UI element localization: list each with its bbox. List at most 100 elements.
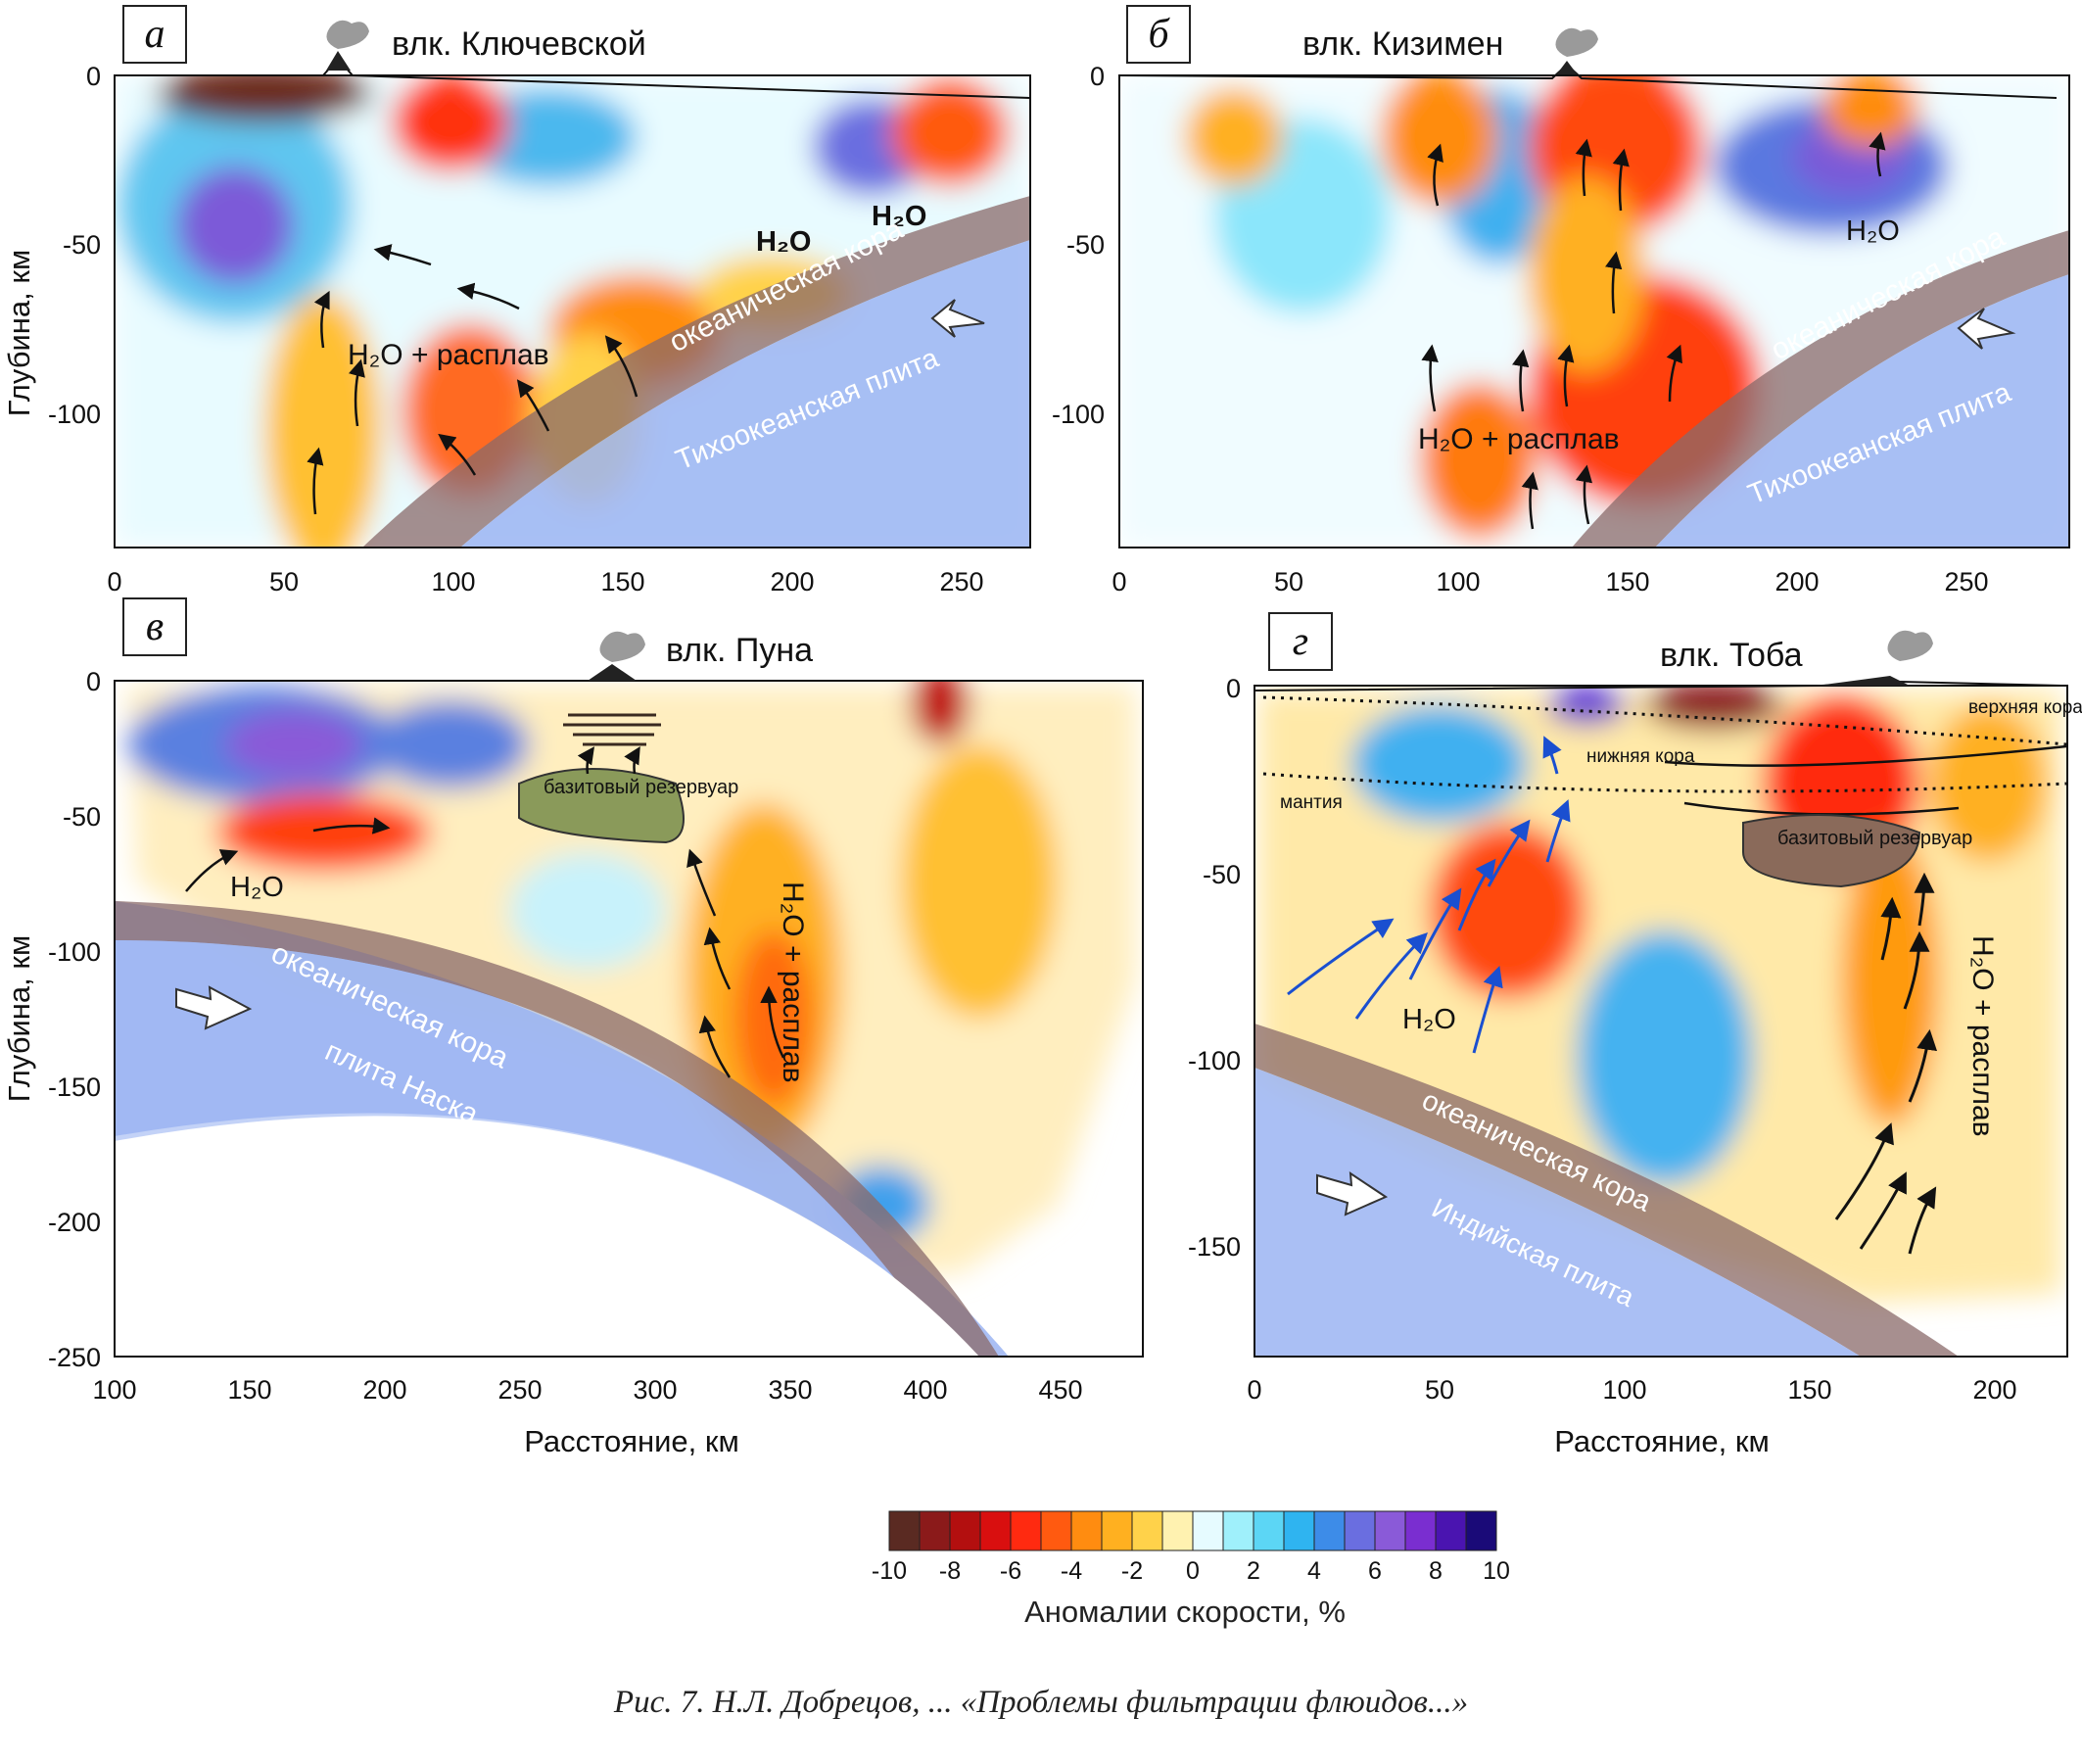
colorbar-swatch xyxy=(1070,1510,1103,1551)
y-ticks-d: 0 -50 -100 -150 xyxy=(1188,674,1241,1262)
label-melt: H₂O + расплав xyxy=(348,339,549,371)
colorbar-swatch xyxy=(1435,1510,1467,1551)
svg-text:50: 50 xyxy=(1425,1375,1454,1405)
svg-text:0: 0 xyxy=(1090,62,1105,91)
oceanic-crust-band xyxy=(1572,230,2069,548)
volcano-icon xyxy=(1555,61,1579,76)
y-ticks-c: 0 -50 -100 -150 -200 -250 xyxy=(48,667,101,1372)
colorbar-swatch xyxy=(1192,1510,1224,1551)
svg-text:-8: -8 xyxy=(939,1557,961,1585)
oceanic-crust-band xyxy=(115,901,999,1357)
svg-text:200: 200 xyxy=(1972,1375,2016,1405)
ash-cloud-icon xyxy=(326,20,369,49)
y-ticks-b: 0 -50 -100 xyxy=(1052,62,1105,429)
svg-text:150: 150 xyxy=(1787,1375,1831,1405)
magma-sills xyxy=(563,713,661,746)
pacific-plate xyxy=(460,240,1030,548)
colorbar-swatch xyxy=(1313,1510,1346,1551)
x-ticks-b: 0 50 100 150 200 250 xyxy=(1112,567,1988,596)
svg-text:-100: -100 xyxy=(48,937,101,967)
svg-text:-250: -250 xyxy=(48,1343,101,1372)
colorbar-swatch xyxy=(1374,1510,1406,1551)
svg-text:200: 200 xyxy=(1774,567,1819,596)
ash-cloud-icon xyxy=(1555,27,1598,57)
svg-text:300: 300 xyxy=(633,1375,677,1405)
colorbar-swatch xyxy=(1404,1510,1437,1551)
x-ticks-d: 0 50 100 150 200 xyxy=(1247,1375,2016,1405)
svg-text:200: 200 xyxy=(770,567,814,596)
svg-text:-150: -150 xyxy=(48,1073,101,1102)
volcano-name: влк. Тоба xyxy=(1660,637,1803,674)
x-ticks-a: 0 50 100 150 200 250 xyxy=(107,567,983,596)
figure-caption: Рис. 7. Н.Л. Добрецов, ... «Проблемы фил… xyxy=(613,1685,1469,1720)
svg-text:150: 150 xyxy=(600,567,644,596)
volcano-icon xyxy=(1817,676,1910,686)
svg-text:-50: -50 xyxy=(63,802,101,832)
svg-text:250: 250 xyxy=(1944,567,1988,596)
colorbar-ticks: -10 -8 -6 -4 -2 0 2 4 6 8 10 xyxy=(872,1557,1510,1585)
svg-text:-4: -4 xyxy=(1061,1557,1082,1585)
label-h2o: H₂O xyxy=(230,872,284,903)
svg-text:0: 0 xyxy=(1226,674,1241,703)
panel-c: базитовый резервуар H₂O H₂O + расплав ок… xyxy=(48,631,1144,1405)
colorbar-swatch xyxy=(1010,1510,1042,1551)
svg-text:350: 350 xyxy=(768,1375,812,1405)
colorbar-title: Аномалии скорости, % xyxy=(1024,1595,1346,1629)
y-axis-label: Глубина, км xyxy=(2,935,36,1103)
svg-text:-10: -10 xyxy=(872,1557,907,1585)
svg-text:-150: -150 xyxy=(1188,1232,1241,1262)
colorbar-swatch xyxy=(1344,1510,1376,1551)
colorbar-swatch xyxy=(1161,1510,1194,1551)
colorbar xyxy=(888,1510,1497,1551)
panel-b: H₂O H₂O + расплав океаническая кора Тихо… xyxy=(1052,25,2070,596)
label-reservoir: базитовый резервуар xyxy=(544,777,738,798)
volcano-name: влк. Ключевской xyxy=(392,25,646,63)
label-mantle: мантия xyxy=(1280,792,1343,813)
colorbar-swatch xyxy=(1222,1510,1254,1551)
svg-text:0: 0 xyxy=(1247,1375,1261,1405)
label-h2o: H₂O xyxy=(1846,215,1900,247)
svg-text:100: 100 xyxy=(1436,567,1480,596)
svg-text:-50: -50 xyxy=(1203,860,1241,889)
svg-text:0: 0 xyxy=(1112,567,1126,596)
ash-cloud-icon xyxy=(1887,630,1933,661)
svg-text:450: 450 xyxy=(1038,1375,1082,1405)
colorbar-swatch xyxy=(949,1510,981,1551)
volcano-icon xyxy=(326,51,351,71)
svg-text:2: 2 xyxy=(1247,1557,1260,1585)
colorbar-swatch xyxy=(1131,1510,1163,1551)
svg-text:200: 200 xyxy=(362,1375,406,1405)
colorbar-swatch xyxy=(1465,1510,1497,1551)
panel-tag-a: а xyxy=(122,5,187,64)
colorbar-swatch xyxy=(1101,1510,1133,1551)
svg-text:0: 0 xyxy=(107,567,121,596)
basite-reservoir xyxy=(1742,814,1921,888)
svg-text:-200: -200 xyxy=(48,1208,101,1237)
svg-text:-50: -50 xyxy=(63,230,101,260)
svg-text:50: 50 xyxy=(269,567,299,596)
svg-text:0: 0 xyxy=(1186,1557,1200,1585)
svg-text:-2: -2 xyxy=(1121,1557,1143,1585)
colorbar-swatch xyxy=(888,1510,921,1551)
svg-text:150: 150 xyxy=(227,1375,271,1405)
colorbar-swatch xyxy=(979,1510,1012,1551)
colorbar-swatch xyxy=(1283,1510,1315,1551)
svg-text:6: 6 xyxy=(1368,1557,1382,1585)
colorbar-swatch xyxy=(1253,1510,1285,1551)
oceanic-crust-band xyxy=(362,196,1030,548)
svg-text:250: 250 xyxy=(497,1375,542,1405)
svg-text:0: 0 xyxy=(86,667,101,696)
label-upper-crust: верхняя кора xyxy=(1968,697,2082,718)
svg-text:0: 0 xyxy=(86,62,101,91)
svg-text:10: 10 xyxy=(1483,1557,1510,1585)
svg-text:50: 50 xyxy=(1274,567,1303,596)
colorbar-swatch xyxy=(1040,1510,1072,1551)
svg-text:250: 250 xyxy=(939,567,983,596)
label-h2o: H₂O xyxy=(1402,1004,1456,1035)
svg-text:-6: -6 xyxy=(1000,1557,1021,1585)
label-h2o: H₂O xyxy=(872,201,926,232)
svg-text:-100: -100 xyxy=(1188,1046,1241,1075)
x-axis-label: Расстояние, км xyxy=(524,1424,739,1458)
svg-text:100: 100 xyxy=(1602,1375,1646,1405)
